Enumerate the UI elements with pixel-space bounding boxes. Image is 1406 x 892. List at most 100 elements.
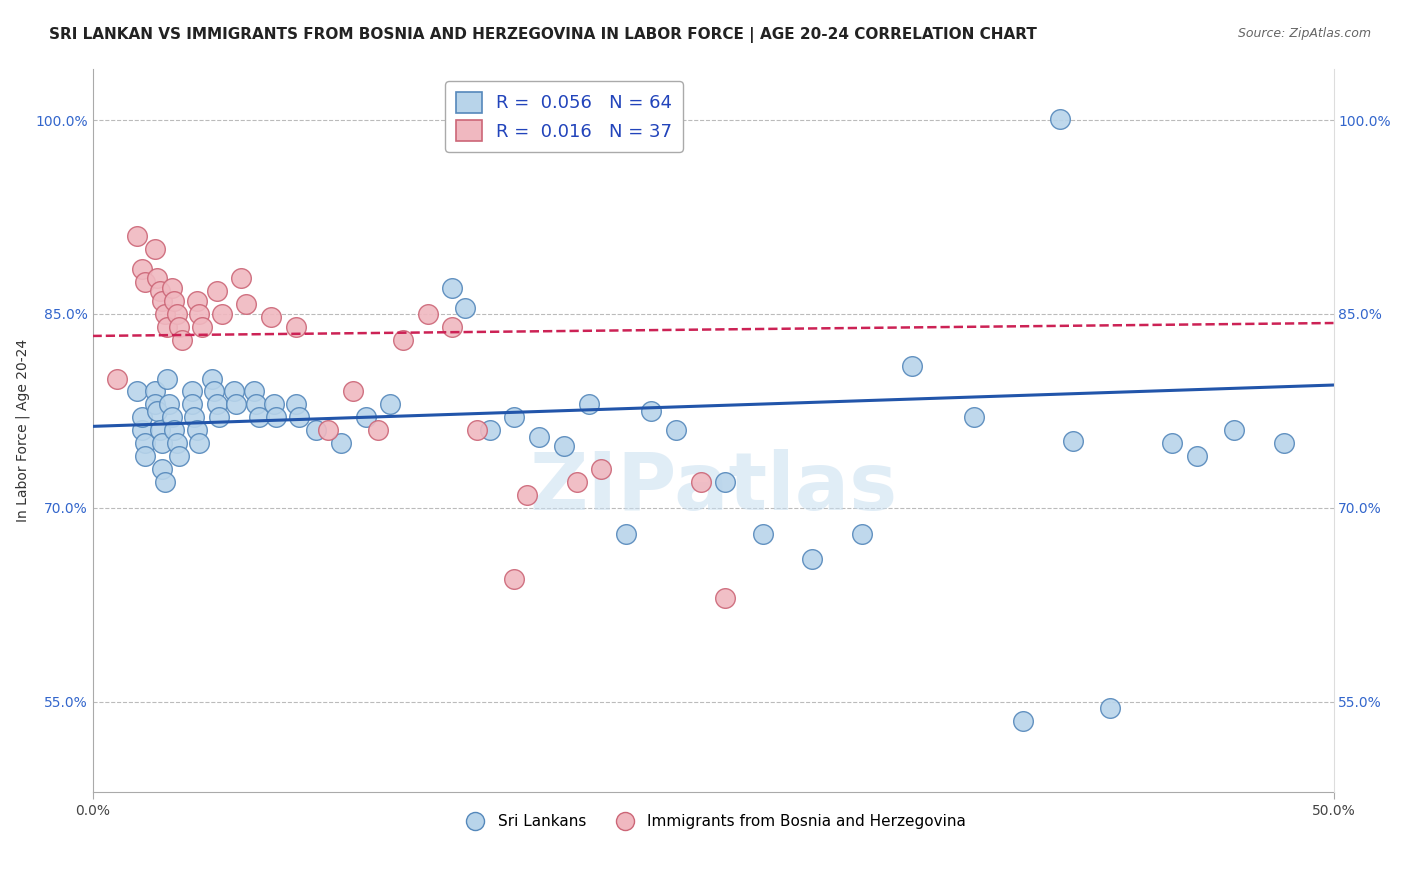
Point xyxy=(591,462,613,476)
Point xyxy=(127,229,149,244)
Point xyxy=(1272,436,1295,450)
Point xyxy=(529,430,551,444)
Point xyxy=(243,384,266,399)
Point xyxy=(751,526,773,541)
Point xyxy=(159,397,181,411)
Point xyxy=(222,384,245,399)
Point xyxy=(160,281,183,295)
Point xyxy=(1062,434,1084,448)
Point xyxy=(441,281,464,295)
Point xyxy=(148,423,170,437)
Point xyxy=(156,371,179,385)
Point xyxy=(166,436,188,450)
Point xyxy=(153,307,176,321)
Point xyxy=(190,319,212,334)
Point xyxy=(516,488,538,502)
Legend: Sri Lankans, Immigrants from Bosnia and Herzegovina: Sri Lankans, Immigrants from Bosnia and … xyxy=(454,808,973,835)
Point xyxy=(478,423,501,437)
Point xyxy=(134,436,156,450)
Point xyxy=(614,526,637,541)
Point xyxy=(201,371,224,385)
Point xyxy=(105,371,128,385)
Point xyxy=(134,275,156,289)
Point xyxy=(640,404,662,418)
Point xyxy=(231,270,253,285)
Point xyxy=(441,319,464,334)
Point xyxy=(329,436,352,450)
Point xyxy=(367,423,389,437)
Point xyxy=(131,261,153,276)
Point xyxy=(186,294,208,309)
Point xyxy=(900,359,922,373)
Point xyxy=(134,449,156,463)
Point xyxy=(205,284,228,298)
Point xyxy=(169,449,191,463)
Point xyxy=(578,397,600,411)
Point xyxy=(962,410,984,425)
Point xyxy=(714,475,737,489)
Point xyxy=(166,307,188,321)
Point xyxy=(150,462,173,476)
Point xyxy=(1012,714,1035,728)
Point xyxy=(714,591,737,606)
Point xyxy=(503,572,526,586)
Text: Source: ZipAtlas.com: Source: ZipAtlas.com xyxy=(1237,27,1371,40)
Point xyxy=(801,552,824,566)
Point xyxy=(391,333,413,347)
Point xyxy=(305,423,328,437)
Point xyxy=(1223,423,1246,437)
Point xyxy=(180,397,202,411)
Point xyxy=(689,475,711,489)
Point xyxy=(225,397,247,411)
Point xyxy=(287,410,309,425)
Point xyxy=(163,423,186,437)
Point xyxy=(1185,449,1208,463)
Point xyxy=(143,397,166,411)
Point xyxy=(1099,701,1122,715)
Point xyxy=(188,307,211,321)
Point xyxy=(150,294,173,309)
Point xyxy=(342,384,364,399)
Point xyxy=(1049,112,1071,126)
Point xyxy=(146,270,169,285)
Point xyxy=(148,284,170,298)
Point xyxy=(169,319,191,334)
Point xyxy=(131,423,153,437)
Point xyxy=(247,410,270,425)
Point xyxy=(208,410,231,425)
Point xyxy=(263,397,285,411)
Point xyxy=(380,397,402,411)
Point xyxy=(553,439,575,453)
Y-axis label: In Labor Force | Age 20-24: In Labor Force | Age 20-24 xyxy=(15,339,30,522)
Point xyxy=(465,423,488,437)
Point xyxy=(183,410,205,425)
Point xyxy=(245,397,267,411)
Point xyxy=(665,423,688,437)
Point xyxy=(153,475,176,489)
Point xyxy=(156,319,179,334)
Point xyxy=(180,384,202,399)
Point xyxy=(211,307,233,321)
Point xyxy=(235,296,257,310)
Point xyxy=(143,243,166,257)
Point xyxy=(188,436,211,450)
Point xyxy=(186,423,208,437)
Point xyxy=(454,301,477,315)
Point xyxy=(146,404,169,418)
Point xyxy=(150,436,173,450)
Point xyxy=(565,475,588,489)
Point xyxy=(285,397,308,411)
Point xyxy=(260,310,283,324)
Point xyxy=(170,333,193,347)
Point xyxy=(163,294,186,309)
Point xyxy=(202,384,225,399)
Point xyxy=(160,410,183,425)
Point xyxy=(285,319,308,334)
Point xyxy=(503,410,526,425)
Point xyxy=(143,384,166,399)
Point xyxy=(851,526,873,541)
Point xyxy=(127,384,149,399)
Point xyxy=(264,410,287,425)
Point xyxy=(1161,436,1184,450)
Text: ZIPatlas: ZIPatlas xyxy=(529,449,897,527)
